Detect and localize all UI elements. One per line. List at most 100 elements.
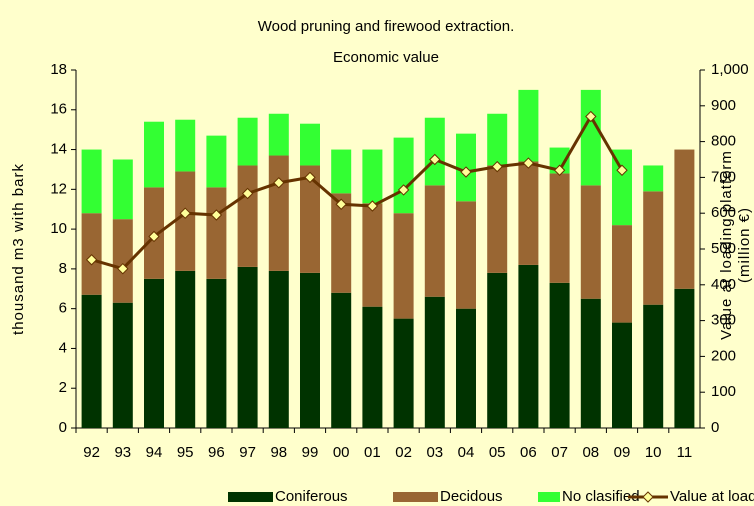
bar <box>362 149 383 204</box>
x-tick-label: 03 <box>426 444 443 461</box>
bar <box>144 121 164 188</box>
bar <box>612 225 632 323</box>
chart-subtitle: Economic value <box>333 49 439 66</box>
legend-label: Value at loading platform <box>670 488 754 505</box>
marker <box>397 184 410 196</box>
x-tick-label: 08 <box>582 444 599 461</box>
bar <box>393 213 414 319</box>
bar <box>424 296 445 428</box>
bar <box>300 123 320 166</box>
marker <box>553 164 566 176</box>
bar <box>81 149 102 214</box>
bar <box>456 308 476 428</box>
bar <box>612 149 632 226</box>
y-tick-label: 18 <box>50 61 67 78</box>
bar <box>549 173 570 283</box>
bar <box>237 266 258 428</box>
y2-tick-label: 800 <box>711 133 736 150</box>
y-tick-label: 8 <box>59 260 67 277</box>
x-tick-label: 95 <box>177 444 194 461</box>
bar <box>268 270 289 428</box>
x-tick-label: 10 <box>645 444 662 461</box>
line <box>91 113 624 271</box>
y-tick-label: 2 <box>59 379 67 396</box>
bar <box>206 135 227 188</box>
y-tick-label: 0 <box>59 419 67 436</box>
marker <box>585 110 597 123</box>
y-tick-label: 16 <box>50 101 67 118</box>
bar <box>362 203 383 307</box>
bar <box>456 201 476 309</box>
y2-tick-label: 100 <box>711 383 736 400</box>
bar <box>268 155 289 271</box>
y2-tick-label: 900 <box>711 97 736 114</box>
marker <box>179 207 191 219</box>
x-tick-label: 02 <box>395 444 412 461</box>
bar <box>424 185 445 297</box>
bar <box>362 306 383 428</box>
x-tick-label: 92 <box>83 444 100 461</box>
x-tick-label: 93 <box>114 444 131 461</box>
bar <box>643 165 664 192</box>
legend-swatch <box>393 492 438 502</box>
bar <box>112 159 133 220</box>
bar <box>518 89 539 162</box>
bar <box>331 149 352 194</box>
y2-tick-label: 600 <box>711 204 736 221</box>
bar <box>300 272 320 428</box>
bar <box>424 117 445 186</box>
legend-label: Coniferous <box>275 488 348 505</box>
y-tick-label: 10 <box>50 220 67 237</box>
y-tick-label: 12 <box>50 180 67 197</box>
bar <box>549 147 570 174</box>
x-tick-label: 94 <box>146 444 163 461</box>
bar <box>518 161 539 265</box>
bar <box>487 272 508 428</box>
x-tick-label: 07 <box>551 444 568 461</box>
marker <box>210 209 223 221</box>
marker <box>335 198 347 210</box>
legend-label: No clasified <box>562 488 640 505</box>
marker <box>241 187 254 200</box>
marker <box>148 230 160 243</box>
x-tick-label: 01 <box>364 444 381 461</box>
marker <box>522 157 535 169</box>
bar <box>518 264 539 428</box>
legend-swatch <box>538 492 560 502</box>
x-tick-label: 09 <box>614 444 631 461</box>
x-tick-label: 05 <box>489 444 506 461</box>
marker <box>460 166 472 178</box>
bar <box>81 294 102 428</box>
y2-tick-label: 400 <box>711 276 736 293</box>
bar <box>393 137 414 214</box>
y2-tick-label: 200 <box>711 347 736 364</box>
bar <box>112 302 133 428</box>
bar <box>674 149 695 289</box>
x-tick-label: 04 <box>458 444 475 461</box>
chart-title: Wood pruning and firewood extraction. <box>258 18 515 35</box>
marker <box>366 200 379 212</box>
bar <box>237 117 258 166</box>
y2-tick-label: 500 <box>711 240 736 257</box>
bar <box>580 185 601 299</box>
bar <box>487 165 508 273</box>
y-tick-label: 6 <box>59 300 67 317</box>
marker <box>304 171 316 184</box>
bar <box>393 318 414 428</box>
y2-tick-label: 700 <box>711 168 736 185</box>
bar <box>175 119 196 172</box>
y2-axis-title: (million €) <box>736 207 753 283</box>
y-tick-label: 4 <box>59 339 67 356</box>
legend-swatch <box>228 492 273 502</box>
y-tick-label: 14 <box>50 141 67 158</box>
marker <box>85 254 98 266</box>
y-axis-title: thousand m3 with bark <box>10 163 27 335</box>
x-tick-label: 97 <box>239 444 256 461</box>
y2-tick-label: 1,000 <box>711 61 749 78</box>
legend-label: Decidous <box>440 488 503 505</box>
bar <box>144 278 164 428</box>
x-tick-label: 99 <box>302 444 319 461</box>
bar <box>206 278 227 428</box>
bar <box>300 165 320 273</box>
